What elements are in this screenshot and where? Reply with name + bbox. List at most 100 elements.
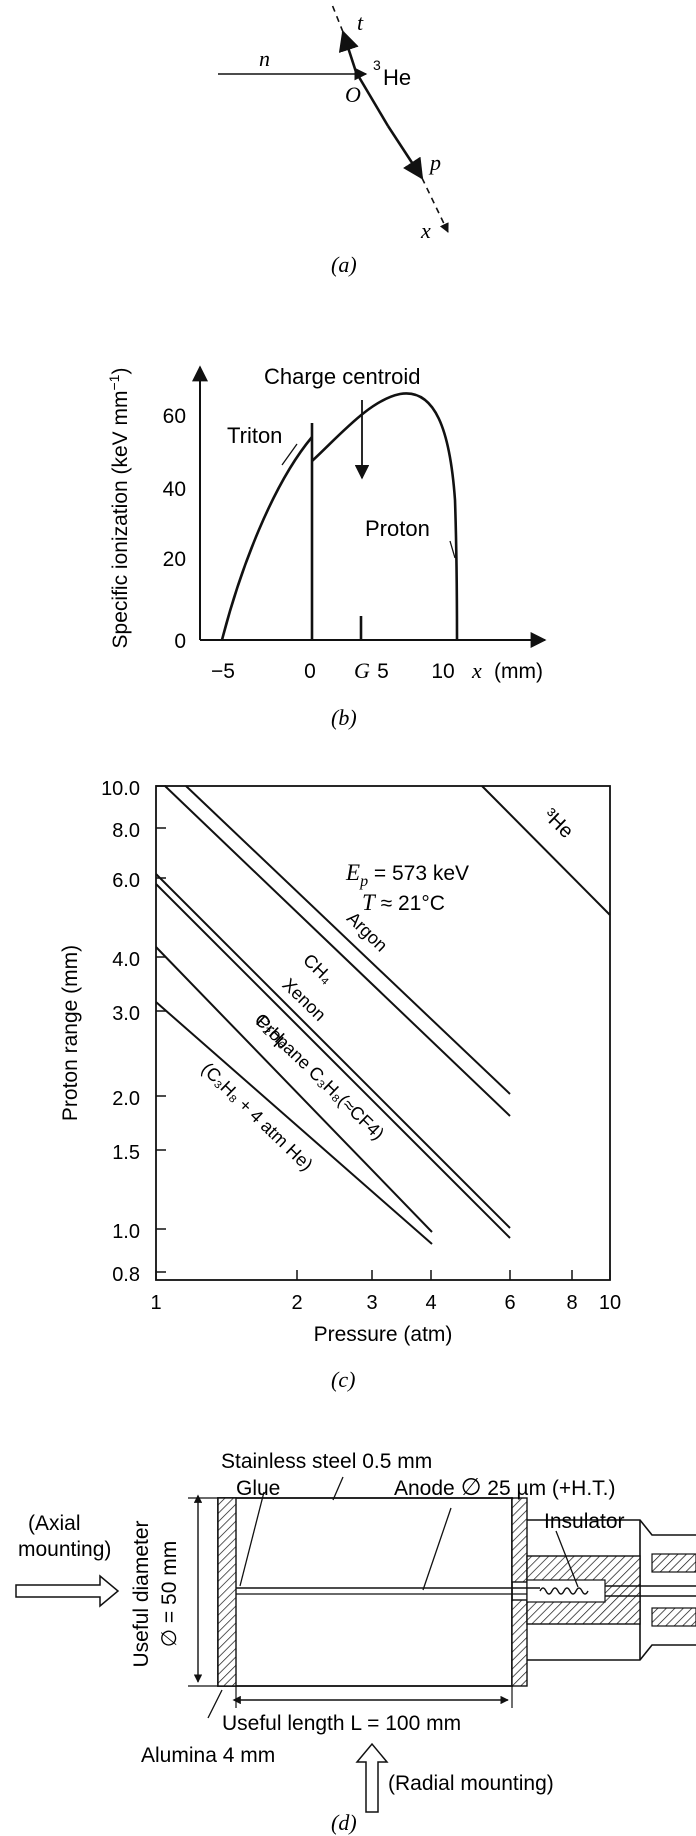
svg-text:8.0: 8.0 (112, 820, 140, 842)
cable-sheath-bottom (651, 1607, 696, 1627)
x-tick-0: 0 (304, 660, 316, 683)
caption-c: (c) (331, 1367, 355, 1392)
proton-curve (311, 392, 459, 641)
triton-dashed-extension (330, 1, 344, 33)
label-p: p (428, 150, 441, 175)
plot-frame (155, 785, 611, 1281)
label-glue: Glue (236, 1477, 280, 1500)
x-tick-10: 10 (431, 660, 454, 683)
y-tick-20: 20 (163, 548, 186, 571)
label-insulator: Insulator (544, 1510, 625, 1533)
caption-a: (a) (331, 252, 357, 277)
spring-contact (539, 1587, 589, 1595)
x-axis-label: Pressure (atm) (314, 1323, 453, 1346)
svg-text:1.0: 1.0 (112, 1221, 140, 1243)
panel-c: 10.0 8.0 6.0 4.0 3.0 2.0 1.5 1.0 0.8 1 2… (59, 778, 621, 1392)
right-end-plate-bottom (511, 1599, 528, 1687)
svg-text:2.0: 2.0 (112, 1088, 140, 1110)
label-triton: Triton (227, 423, 282, 448)
x-axis-var: x (471, 658, 482, 683)
label-alumina: Alumina 4 mm (141, 1744, 275, 1767)
svg-text:1: 1 (150, 1292, 161, 1314)
line-propane (155, 946, 433, 1233)
alumina-leader (207, 1689, 223, 1719)
stainless-leader (332, 1476, 344, 1501)
he3-track (354, 71, 390, 127)
line-he3 (481, 785, 611, 916)
label-axial-1: (Axial (28, 1512, 81, 1535)
tube-body (217, 1497, 513, 1687)
label-c3h8-he: (C₃H₈ + 4 atm He) (198, 1059, 317, 1175)
glue-leader (239, 1491, 265, 1587)
line-argon (185, 785, 511, 1095)
svg-text:8: 8 (566, 1292, 577, 1314)
x-tick-g: G (354, 658, 370, 683)
svg-text:2: 2 (291, 1292, 302, 1314)
svg-text:4: 4 (425, 1292, 436, 1314)
y-tick-0: 0 (174, 630, 186, 653)
svg-text:1.5: 1.5 (112, 1142, 140, 1164)
connector-housing (527, 1519, 696, 1661)
label-ep: Ep = 573 keV (345, 860, 469, 890)
label-axial-2: mounting) (18, 1538, 111, 1561)
label-proton: Proton (365, 516, 430, 541)
svg-text:3: 3 (366, 1292, 377, 1314)
alumina-end-plate (217, 1497, 237, 1687)
label-temperature: T ≈ 21°C (362, 890, 445, 915)
label-radial-mounting: (Radial mounting) (388, 1772, 554, 1795)
panel-b: 0 20 40 60 −5 0 G 5 10 x (mm) Specific i… (106, 364, 547, 730)
label-n: n (259, 46, 270, 71)
triton-curve (220, 436, 313, 641)
panel-a: n t 3 He O p x (a) (218, 1, 449, 277)
caption-d: (d) (331, 1810, 357, 1835)
caption-b: (b) (331, 705, 357, 730)
svg-text:0.8: 0.8 (112, 1264, 140, 1286)
label-t: t (357, 10, 364, 35)
y-ticks: 10.0 8.0 6.0 4.0 3.0 2.0 1.5 1.0 0.8 (101, 778, 166, 1286)
label-useful-length: Useful length L = 100 mm (222, 1712, 461, 1735)
x-ticks: 1 2 3 4 6 8 10 (150, 1270, 621, 1314)
axial-mounting-arrow (15, 1574, 120, 1608)
triton-leader (281, 443, 298, 466)
label-diameter-value: ∅ = 50 mm (158, 1541, 181, 1647)
label-he-superscript: 3 (373, 57, 381, 73)
proton-leader (449, 540, 456, 559)
right-end-plate-top (511, 1497, 528, 1583)
panel-d: Stainless steel 0.5 mm Glue Anode ∅ 25 µ… (15, 1450, 696, 1835)
svg-text:6.0: 6.0 (112, 870, 140, 892)
y-tick-60: 60 (163, 405, 186, 428)
label-charge-centroid: Charge centroid (264, 364, 421, 389)
svg-text:10.0: 10.0 (101, 778, 140, 800)
triton-track-arrow (338, 30, 359, 73)
label-origin: O (345, 82, 361, 107)
line-c2h6 (155, 883, 511, 1239)
line-c3h8-he (155, 1001, 433, 1245)
label-ch4: CH₄ (299, 950, 337, 988)
svg-text:10: 10 (599, 1292, 621, 1314)
anode-leader (422, 1507, 452, 1591)
y-axis-label: Proton range (mm) (59, 945, 82, 1121)
label-he3: ³He (539, 805, 577, 843)
label-useful-diameter: Useful diameter (130, 1520, 153, 1667)
y-tick-40: 40 (163, 478, 186, 501)
line-ch4 (164, 785, 511, 1117)
cable-sheath-top (651, 1553, 696, 1573)
x-axis-dashed (421, 177, 449, 233)
svg-text:3.0: 3.0 (112, 1003, 140, 1025)
label-he: He (383, 65, 411, 90)
svg-text:4.0: 4.0 (112, 949, 140, 971)
x-tick-5: 5 (377, 660, 389, 683)
x-axis-unit: (mm) (494, 660, 543, 683)
label-anode: Anode ∅ 25 µm (+H.T.) (394, 1474, 616, 1501)
x-tick-minus5: −5 (211, 660, 235, 683)
proton-track-arrow (386, 125, 424, 180)
y-axis-label: Specific ionization (keV mm−1) (106, 368, 132, 649)
svg-text:6: 6 (504, 1292, 515, 1314)
radial-mounting-arrow (355, 1742, 389, 1813)
insulator-leader (555, 1530, 579, 1588)
label-x: x (420, 218, 431, 243)
line-xenon (155, 873, 511, 1229)
label-stainless-steel: Stainless steel 0.5 mm (221, 1450, 432, 1473)
anode-pin-bore (526, 1579, 606, 1603)
